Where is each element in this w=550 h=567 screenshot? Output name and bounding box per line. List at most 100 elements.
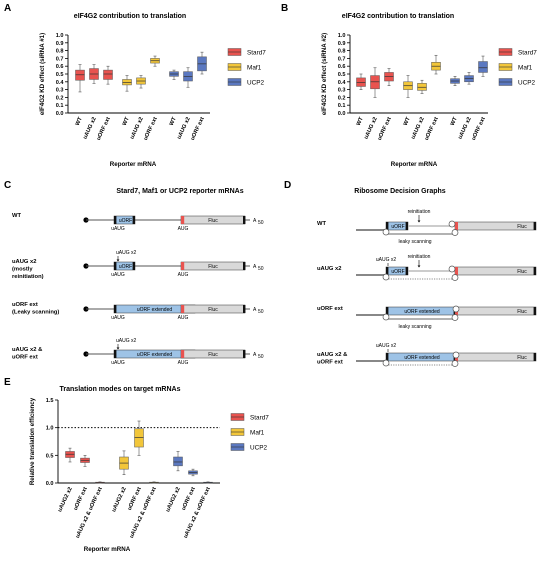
x-axis-label: Reporter mRNA xyxy=(391,161,438,168)
y-tick-label: 0.5 xyxy=(338,72,346,78)
polya-label: A xyxy=(253,307,257,313)
aug-label: AUG xyxy=(178,315,189,321)
row-label: uORF ext xyxy=(12,302,38,308)
polya-subscript: 50 xyxy=(258,354,264,360)
uorf-start-mark xyxy=(114,262,117,270)
y-tick-label: 0.5 xyxy=(46,453,54,459)
x-tick-label: uAUG2 x2 xyxy=(111,486,128,513)
box-stard7 xyxy=(356,77,366,87)
decision-node-uorf xyxy=(448,220,456,228)
row-label: uAUG x2 & xyxy=(12,347,42,353)
aug-mark xyxy=(181,216,185,224)
decision-node-uorf xyxy=(452,351,460,359)
reinitiation-label: reinitiation xyxy=(408,254,431,260)
uorf-label: uORF extended xyxy=(404,355,440,361)
uorf-start-mark xyxy=(386,307,389,315)
chart-title: eIF4G2 contribution to translation xyxy=(342,13,454,20)
decision-node-uorf xyxy=(452,305,460,313)
polya-label: A xyxy=(253,264,257,270)
x-tick-label: WT xyxy=(356,116,365,127)
x-tick-label: uORF ext xyxy=(143,116,159,141)
x-tick-label: uORF ext xyxy=(424,116,440,141)
aug-label: AUG xyxy=(178,360,189,366)
y-tick-label: 0.0 xyxy=(338,111,346,117)
uaug-x2-label: uAUG x2 xyxy=(376,343,397,349)
x-tick-label: uAUG x2 xyxy=(129,116,144,140)
x-tick-label: uAUG x2 xyxy=(457,116,472,140)
x-tick-label: uAUG x2 xyxy=(82,116,97,140)
reporter-row: uORF ext (Leaky scanning) uORF extended Flu… xyxy=(12,302,264,321)
fluc-stop-mark xyxy=(243,262,246,270)
aug-mark xyxy=(181,262,185,270)
y-tick-label: 0.8 xyxy=(338,49,346,55)
y-tick-label: 0.9 xyxy=(338,41,346,47)
uorf-stop-mark xyxy=(132,216,135,224)
leaky-scanning-label: leaky scanning xyxy=(398,324,431,330)
y-tick-label: 0.2 xyxy=(56,95,64,101)
y-tick-label: 0.3 xyxy=(56,88,64,94)
fluc-stop-mark xyxy=(243,350,246,358)
uorf-start-mark xyxy=(386,353,389,361)
legend-label: Maf1 xyxy=(250,429,265,436)
x-tick-label: uORF ext xyxy=(181,486,197,511)
x-tick-label: uORF ext xyxy=(190,116,206,141)
box-stard7 xyxy=(384,72,394,82)
panel-letter-e: E xyxy=(4,377,11,388)
polya-subscript: 50 xyxy=(258,309,264,315)
y-tick-label: 0.6 xyxy=(338,64,346,70)
decision-node-start xyxy=(382,359,390,367)
aug-label: AUG xyxy=(178,226,189,232)
uorf-start-mark xyxy=(386,267,389,275)
y-tick-label: 0.7 xyxy=(56,56,64,62)
x-tick-label: uORF ext xyxy=(96,116,112,141)
uorf-stop-mark xyxy=(132,262,135,270)
row-label: uORF ext xyxy=(12,355,38,361)
uorf-label: uORF xyxy=(119,264,132,270)
panel-letter-b: B xyxy=(281,3,288,14)
decision-node-uorf xyxy=(448,265,456,273)
box-ucp2 xyxy=(173,456,183,467)
y-axis-label: Relative translation efficiency xyxy=(29,397,36,485)
uaug-label: uAUG xyxy=(111,272,125,278)
fluc-label: Fluc xyxy=(208,264,218,270)
polya-subscript: 50 xyxy=(258,220,264,226)
reinit-arrow-head xyxy=(417,220,421,223)
reinitiation-label: reinitiation xyxy=(408,209,431,215)
y-tick-label: 1.0 xyxy=(338,33,346,39)
aug-mark xyxy=(455,267,458,275)
panel-letter-a: A xyxy=(4,3,11,14)
row-label: uAUG x2 & xyxy=(317,352,347,358)
x-tick-label: uORF ext xyxy=(73,486,89,511)
legend-label: Maf1 xyxy=(247,64,262,71)
row-label: uAUG x2 xyxy=(12,259,36,265)
box-maf1 xyxy=(122,79,132,86)
reinit-arrow-head xyxy=(417,265,421,268)
y-tick-label: 0.1 xyxy=(56,103,64,109)
uorf-label: uORF extended xyxy=(137,352,173,358)
y-tick-label: 0.0 xyxy=(56,111,64,117)
decision-node-end xyxy=(451,314,459,321)
uorf-start-mark xyxy=(114,305,117,313)
uaug-arrow-head xyxy=(116,259,120,262)
y-tick-label: 0.4 xyxy=(56,80,65,86)
y-tick-label: 1.5 xyxy=(46,398,54,404)
uaug-x2-label: uAUG x2 xyxy=(116,338,137,344)
polya-label: A xyxy=(253,352,257,358)
uorf-label: uORF xyxy=(119,218,132,224)
chart-title: eIF4G2 contribution to translation xyxy=(74,13,186,20)
x-tick-label: uAUG x2 xyxy=(363,116,378,140)
y-tick-label: 0.9 xyxy=(56,41,64,47)
row-label: uORF ext xyxy=(317,360,343,366)
panel-c-title: Stard7, Maf1 or UCP2 reporter mRNAs xyxy=(116,188,243,195)
panel-letter-d: D xyxy=(284,180,291,191)
uaug-label: uAUG xyxy=(111,226,125,232)
decision-row: uAUG x2 & uORF ext uORF extended Fluc uAUG x… xyxy=(317,343,537,367)
chart-a: eIF4G2 contribution to translation 0.0 0.1… xyxy=(39,13,266,168)
uorf-label: uORF xyxy=(391,224,404,230)
fluc-label: Fluc xyxy=(517,269,527,275)
aug-mark xyxy=(181,305,185,313)
row-label: uAUG x2 xyxy=(317,266,341,272)
fluc-label: Fluc xyxy=(517,224,527,230)
